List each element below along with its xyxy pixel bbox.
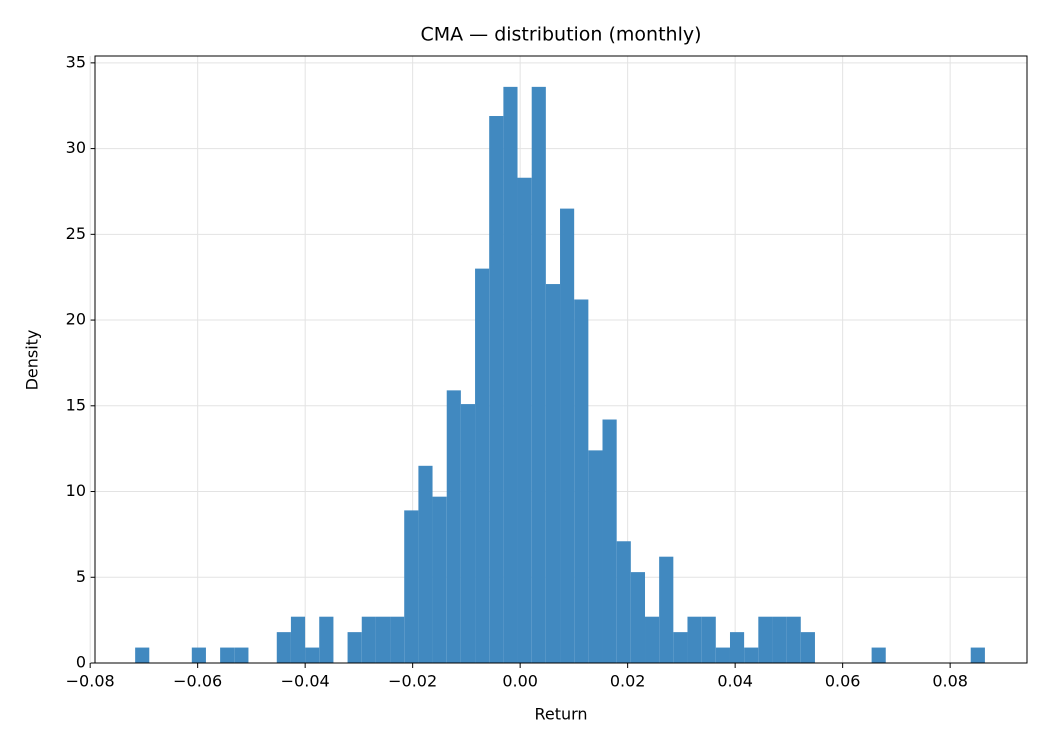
bar bbox=[361, 616, 376, 663]
bar bbox=[545, 284, 561, 663]
bar bbox=[489, 116, 504, 664]
bar bbox=[602, 419, 617, 663]
bar bbox=[503, 86, 518, 664]
bar bbox=[460, 404, 476, 663]
x-tick-label: −0.06 bbox=[173, 672, 222, 691]
y-tick-label: 10 bbox=[66, 481, 86, 500]
y-tick-label: 20 bbox=[66, 310, 86, 329]
bar bbox=[673, 632, 688, 663]
y-tick-label: 15 bbox=[66, 395, 86, 414]
x-tick-label: −0.02 bbox=[388, 672, 437, 691]
bar bbox=[276, 632, 291, 663]
y-tick-label: 0 bbox=[76, 653, 86, 672]
bar bbox=[588, 450, 603, 663]
bar bbox=[475, 268, 490, 663]
bar bbox=[404, 510, 419, 663]
y-tick-label: 5 bbox=[76, 567, 86, 586]
bar bbox=[645, 616, 660, 663]
x-tick-label: 0.04 bbox=[717, 672, 753, 691]
x-tick-label: 0.06 bbox=[825, 672, 861, 691]
plot-frame bbox=[94, 55, 1028, 664]
bar bbox=[446, 390, 461, 663]
bar bbox=[319, 616, 334, 663]
bar bbox=[531, 86, 546, 664]
bar bbox=[701, 616, 716, 663]
bar bbox=[729, 632, 745, 663]
bar bbox=[517, 177, 532, 664]
x-tick-label: −0.08 bbox=[66, 672, 115, 691]
bar bbox=[786, 616, 801, 663]
bar bbox=[800, 632, 815, 663]
bar bbox=[772, 616, 787, 663]
bar bbox=[630, 572, 646, 663]
bar bbox=[290, 616, 306, 663]
bar bbox=[135, 647, 150, 663]
bar bbox=[418, 465, 433, 663]
bar bbox=[715, 647, 730, 663]
bar bbox=[432, 496, 447, 663]
bar bbox=[347, 632, 362, 663]
bar bbox=[191, 647, 206, 663]
x-tick-label: 0.00 bbox=[502, 672, 538, 691]
y-tick-label: 30 bbox=[66, 138, 86, 157]
bar bbox=[659, 556, 674, 663]
bar bbox=[305, 647, 320, 663]
x-tick-label: −0.04 bbox=[281, 672, 330, 691]
bar bbox=[616, 541, 631, 663]
bar bbox=[390, 616, 405, 663]
bar bbox=[970, 647, 985, 663]
bar bbox=[220, 647, 235, 663]
y-tick-label: 35 bbox=[66, 52, 86, 71]
x-tick-label: 0.08 bbox=[932, 672, 968, 691]
chart-title: CMA — distribution (monthly) bbox=[420, 24, 701, 46]
bar bbox=[574, 299, 589, 663]
y-axis-label: Density bbox=[23, 330, 42, 391]
bar bbox=[758, 616, 773, 663]
bar bbox=[234, 647, 249, 663]
bar bbox=[560, 208, 575, 663]
x-tick-label: 0.02 bbox=[610, 672, 646, 691]
bar bbox=[375, 616, 391, 663]
bar bbox=[871, 647, 886, 663]
y-tick-label: 25 bbox=[66, 224, 86, 243]
bar bbox=[687, 616, 702, 663]
bar bbox=[744, 647, 759, 663]
x-axis-label: Return bbox=[534, 705, 587, 724]
